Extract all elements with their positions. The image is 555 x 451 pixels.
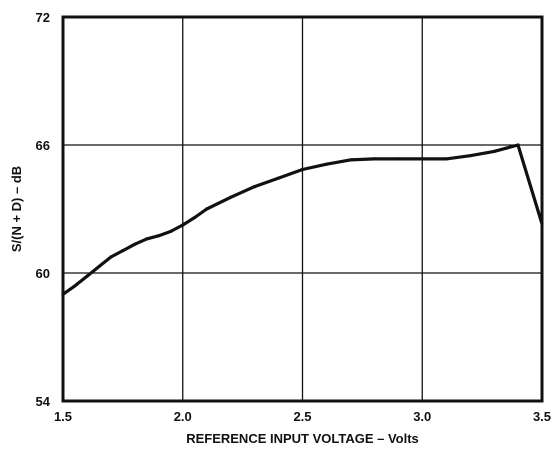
data-point — [97, 265, 101, 269]
y-tick-label: 72 — [36, 10, 50, 25]
x-tick-label: 1.5 — [54, 409, 72, 424]
data-point — [157, 234, 161, 238]
data-points — [61, 143, 544, 296]
data-point — [181, 223, 185, 227]
data-point — [145, 237, 149, 241]
data-point — [504, 146, 508, 150]
x-axis-title: REFERENCE INPUT VOLTAGE – Volts — [186, 431, 419, 446]
x-tick-label: 2.0 — [174, 409, 192, 424]
data-point — [468, 154, 472, 158]
data-point — [348, 158, 352, 162]
data-point — [85, 274, 89, 278]
grid-lines — [63, 17, 542, 401]
data-point — [516, 143, 520, 147]
tick-labels: 1.5 2.0 2.5 3.0 3.5 54 60 66 72 — [36, 10, 552, 424]
data-point — [205, 207, 209, 211]
data-point — [324, 162, 329, 166]
data-line — [61, 143, 544, 296]
data-point — [229, 195, 233, 199]
x-tick-label: 3.5 — [533, 409, 551, 424]
data-point — [73, 284, 77, 288]
data-point — [300, 167, 305, 172]
data-point — [492, 149, 496, 153]
data-point — [169, 229, 173, 233]
x-tick-label: 2.5 — [293, 409, 311, 424]
x-tick-label: 3.0 — [413, 409, 431, 424]
data-point — [133, 242, 137, 246]
data-point — [396, 157, 400, 161]
y-tick-label: 60 — [36, 266, 50, 281]
data-point — [276, 176, 281, 180]
y-axis-title: S/(N + D) – dB — [9, 166, 24, 252]
data-point — [109, 255, 113, 259]
y-tick-label: 66 — [36, 138, 50, 153]
data-point — [372, 157, 376, 161]
data-point — [444, 157, 448, 161]
y-tick-label: 54 — [36, 394, 51, 409]
data-point — [193, 215, 197, 220]
data-point — [253, 185, 257, 189]
data-point — [121, 249, 125, 253]
data-point — [420, 157, 424, 161]
plot-frame — [61, 15, 544, 403]
